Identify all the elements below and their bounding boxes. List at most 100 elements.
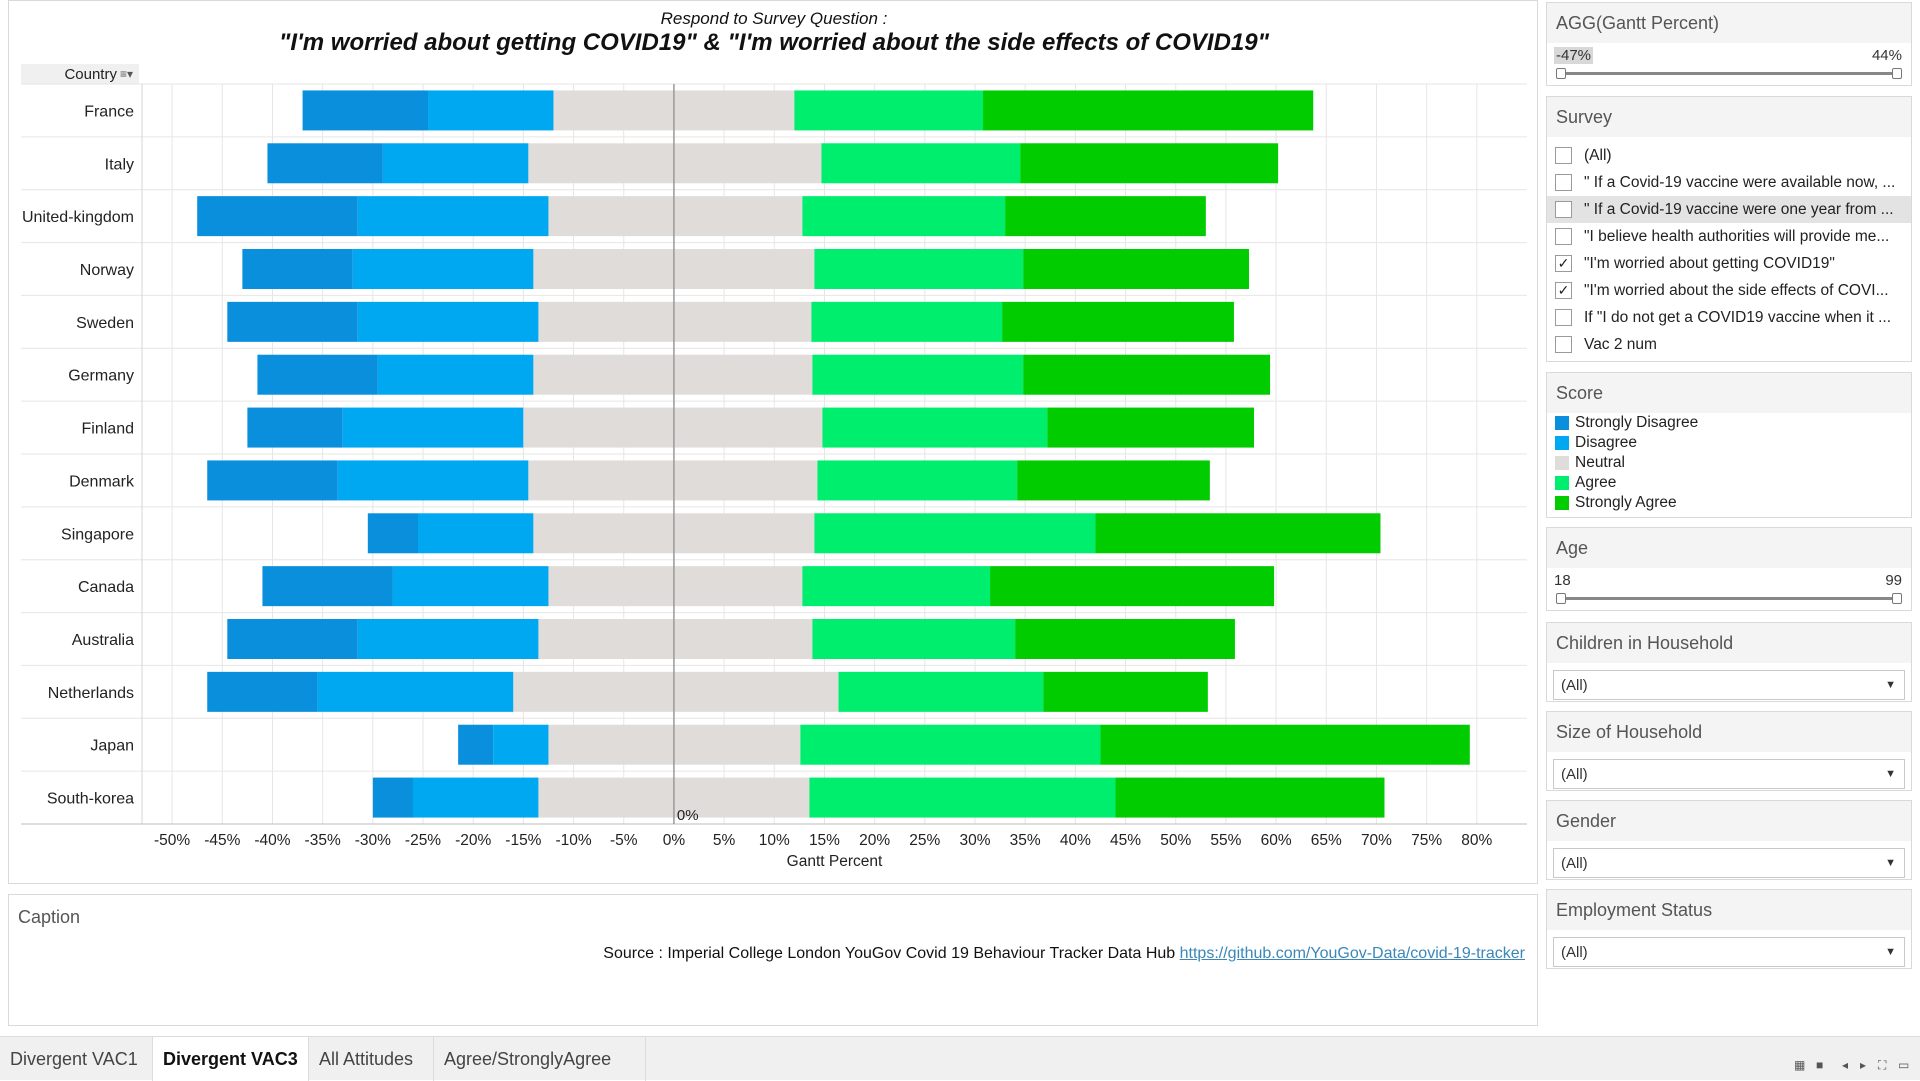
bar-disagree [412, 777, 539, 818]
legend-item[interactable]: Strongly Disagree [1547, 413, 1911, 433]
source-link[interactable]: https://github.com/YouGov-Data/covid-19-… [1179, 945, 1525, 962]
size-filter: Size of Household (All) ▼ [1546, 711, 1912, 791]
bar-disagree [382, 143, 529, 184]
sort-icon[interactable]: ≡▾ [119, 67, 133, 81]
legend-swatch [1555, 476, 1569, 490]
age-max-value[interactable]: 99 [1885, 572, 1902, 589]
bar-strongly-disagree [302, 90, 429, 131]
country-label: Denmark [69, 473, 135, 490]
checkbox-checked-icon[interactable]: ✓ [1555, 255, 1572, 272]
fullscreen-icon[interactable]: ⛶ [1878, 1058, 1887, 1072]
bar-disagree [342, 407, 524, 448]
survey-option[interactable]: " If a Covid-19 vaccine were one year fr… [1547, 196, 1911, 223]
x-tick-label: -30% [355, 832, 391, 849]
survey-option-label: "I'm worried about getting COVID19" [1584, 254, 1835, 272]
sheet-tab[interactable]: Divergent VAC1 [0, 1037, 153, 1081]
survey-option[interactable]: ✓ "I'm worried about the side effects of … [1547, 277, 1911, 304]
present-icon[interactable]: ▭ [1898, 1058, 1910, 1072]
bar-disagree [357, 196, 549, 237]
employment-dropdown[interactable]: (All) ▼ [1553, 937, 1905, 967]
survey-option-label: "I believe health authorities will provi… [1584, 227, 1890, 245]
gantt-min-value[interactable]: -47% [1554, 47, 1594, 64]
chart-subtitle: Respond to Survey Question : [660, 9, 888, 28]
x-tick-label: -45% [204, 832, 240, 849]
bar-strongly-agree [1017, 460, 1210, 501]
country-label: Italy [105, 156, 134, 173]
survey-options-list: (All) " If a Covid-19 vaccine were availa… [1547, 137, 1911, 358]
country-label: South-korea [47, 791, 134, 808]
sheet-tab[interactable]: Divergent VAC3 [153, 1037, 309, 1081]
country-label: France [84, 103, 134, 120]
x-tick-label: 70% [1361, 832, 1392, 849]
survey-option[interactable]: If "I do not get a COVID19 vaccine when … [1547, 304, 1911, 331]
slider-max-handle[interactable] [1892, 68, 1902, 79]
sheet-tab-bar: Divergent VAC1 Divergent VAC3 All Attitude… [0, 1036, 1920, 1081]
prev-sheet-icon[interactable]: ◂ [1842, 1058, 1849, 1072]
country-label: Netherlands [48, 685, 134, 702]
legend-item[interactable]: Disagree [1547, 433, 1911, 453]
slider-min-handle[interactable] [1556, 593, 1566, 604]
checkbox-icon[interactable] [1555, 228, 1572, 245]
checkbox-icon[interactable] [1555, 336, 1572, 353]
bar-strongly-disagree [227, 619, 358, 659]
gantt-max-value[interactable]: 44% [1871, 47, 1902, 64]
age-min-value[interactable]: 18 [1554, 572, 1571, 589]
size-value: (All) [1561, 765, 1588, 783]
bar-neutral [538, 619, 813, 659]
survey-option[interactable]: " If a Covid-19 vaccine were available n… [1547, 169, 1911, 196]
legend-item[interactable]: Agree [1547, 473, 1911, 493]
survey-option[interactable]: "I believe health authorities will provi… [1547, 223, 1911, 250]
x-tick-label: -40% [254, 832, 290, 849]
slider-min-handle[interactable] [1556, 68, 1566, 79]
gender-dropdown[interactable]: (All) ▼ [1553, 848, 1905, 878]
gantt-filter-title: AGG(Gantt Percent) [1547, 3, 1911, 43]
x-tick-label: 25% [909, 832, 940, 849]
country-header-label: Country [64, 65, 117, 83]
age-range-slider[interactable] [1556, 592, 1902, 604]
slider-max-handle[interactable] [1892, 593, 1902, 604]
bar-strongly-disagree [207, 460, 338, 501]
checkbox-icon[interactable] [1555, 309, 1572, 326]
next-sheet-icon[interactable]: ▸ [1860, 1058, 1867, 1072]
children-dropdown[interactable]: (All) ▼ [1553, 670, 1905, 700]
country-label: Japan [90, 738, 134, 755]
legend-item[interactable]: Strongly Agree [1547, 493, 1911, 513]
sheet-tab[interactable]: Agree/StronglyAgree [434, 1037, 646, 1081]
bar-strongly-agree [1005, 196, 1206, 237]
checkbox-icon[interactable] [1555, 147, 1572, 164]
bar-neutral [538, 301, 812, 342]
score-legend: Score Strongly Disagree Disagree Neutral Ag… [1546, 372, 1912, 518]
bar-strongly-disagree [372, 777, 413, 818]
x-tick-label: -10% [555, 832, 591, 849]
x-tick-label: -50% [154, 832, 190, 849]
legend-swatch [1555, 436, 1569, 450]
sheet-tab[interactable]: All Attitudes [309, 1037, 434, 1081]
survey-option-label: " If a Covid-19 vaccine were one year fr… [1584, 200, 1894, 218]
survey-option[interactable]: (All) [1547, 142, 1911, 169]
bar-agree [802, 566, 991, 607]
checkbox-icon[interactable] [1555, 201, 1572, 218]
size-dropdown[interactable]: (All) ▼ [1553, 759, 1905, 789]
survey-option[interactable]: ✓ "I'm worried about getting COVID19" [1547, 250, 1911, 277]
bar-strongly-agree [1002, 301, 1234, 342]
single-view-icon[interactable]: ■ [1816, 1058, 1824, 1072]
grid-view-icon[interactable]: ▦ [1794, 1058, 1806, 1072]
x-tick-label: 60% [1261, 832, 1292, 849]
checkbox-icon[interactable] [1555, 174, 1572, 191]
bar-neutral [533, 354, 813, 395]
caption-source: Source : Imperial College London YouGov … [603, 945, 1525, 963]
survey-option[interactable]: Vac 2 num [1547, 331, 1911, 358]
bar-strongly-agree [990, 566, 1275, 607]
caption-panel: Caption Source : Imperial College London… [8, 894, 1538, 1026]
legend-item[interactable]: Neutral [1547, 453, 1911, 473]
bar-strongly-disagree [257, 354, 378, 395]
checkbox-checked-icon[interactable]: ✓ [1555, 282, 1572, 299]
country-label: Australia [72, 632, 134, 649]
bar-strongly-agree [1100, 724, 1470, 765]
gantt-range-slider[interactable] [1556, 67, 1902, 79]
legend-label: Disagree [1575, 434, 1638, 451]
bar-strongly-agree [1015, 619, 1235, 659]
employment-value: (All) [1561, 943, 1588, 961]
x-tick-label: -25% [405, 832, 441, 849]
country-column-header[interactable]: Country ≡▾ [21, 64, 139, 84]
